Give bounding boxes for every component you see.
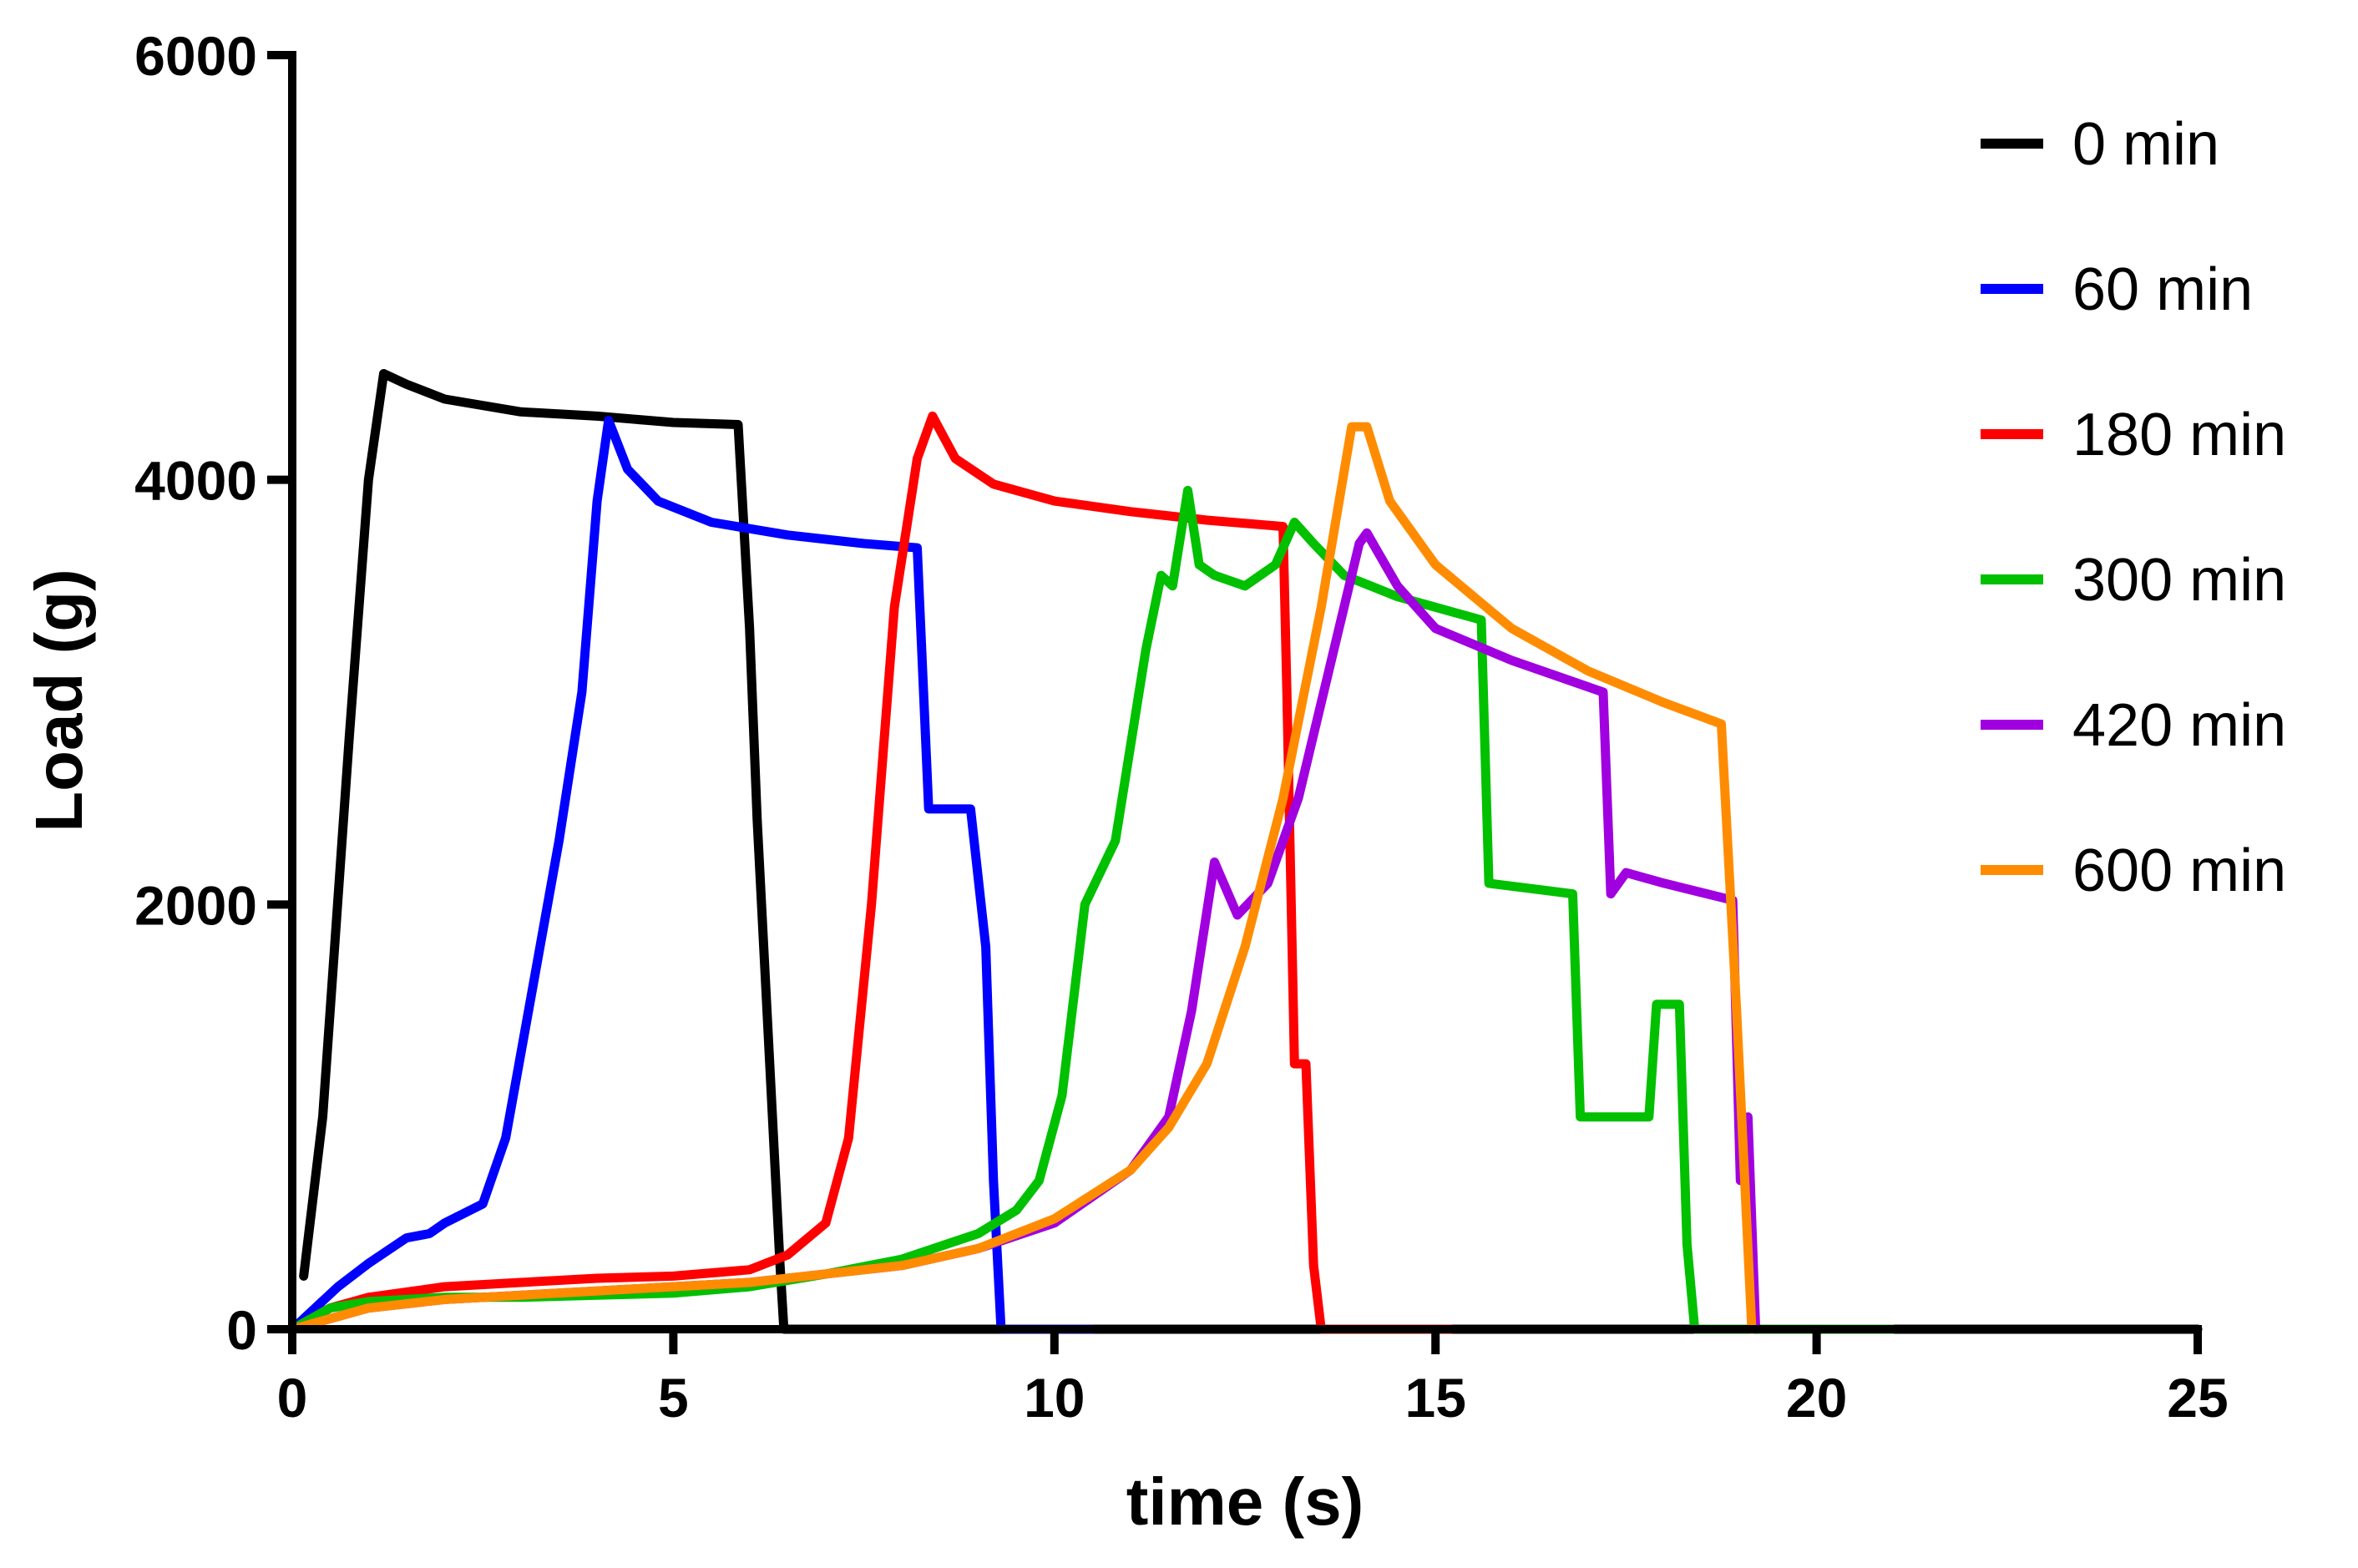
legend-label: 60 min	[2072, 256, 2253, 323]
y-ticks: 0 2000 4000 6000	[134, 25, 292, 1361]
x-tick-label: 0	[277, 1367, 308, 1429]
x-tick-label: 20	[1786, 1367, 1847, 1429]
legend-label: 180 min	[2072, 402, 2286, 468]
x-axis-title: time (s)	[1126, 1464, 1364, 1539]
series-line-600-min	[287, 422, 1757, 1334]
y-tick-label: 2000	[134, 874, 257, 936]
y-tick-label: 0	[226, 1299, 257, 1361]
x-ticks: 0 5 10 15 20 25	[277, 1329, 2229, 1429]
series-line-180-min	[287, 411, 1455, 1334]
y-tick-label: 6000	[134, 25, 257, 87]
x-tick-label: 10	[1024, 1367, 1085, 1429]
series-line-420-min	[287, 528, 1761, 1334]
series-line-0-min	[299, 369, 2203, 1334]
legend: 0 min 60 min 180 min 300 min 420 min 600 min	[1981, 111, 2286, 904]
y-axis-title: Load (g)	[22, 569, 96, 832]
legend-label: 600 min	[2072, 837, 2286, 904]
x-tick-label: 5	[658, 1367, 689, 1429]
x-tick-label: 25	[2167, 1367, 2228, 1429]
series-line-60-min	[287, 416, 1097, 1334]
x-tick-label: 15	[1404, 1367, 1465, 1429]
series-line-300-min	[287, 485, 1898, 1334]
legend-label: 420 min	[2072, 692, 2286, 759]
y-tick-label: 4000	[134, 450, 257, 512]
plot-lines	[287, 369, 2203, 1334]
legend-label: 300 min	[2072, 547, 2286, 614]
legend-label: 0 min	[2072, 111, 2219, 178]
axes	[288, 51, 2202, 1333]
